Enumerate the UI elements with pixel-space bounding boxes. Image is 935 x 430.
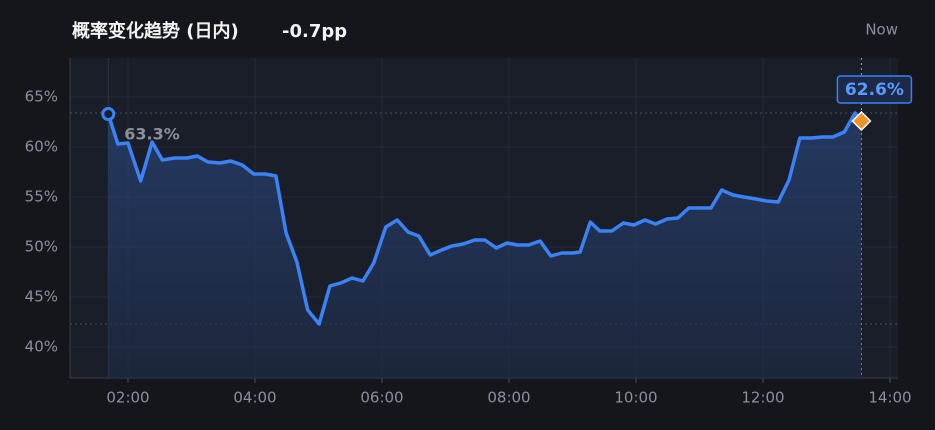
end-label: 62.6% xyxy=(845,80,904,100)
y-tick-label: 55% xyxy=(25,188,58,206)
now-label: Now xyxy=(865,21,898,39)
end-label-box xyxy=(836,75,913,104)
x-tick-label: 08:00 xyxy=(487,389,530,407)
y-tick-label: 50% xyxy=(25,238,58,256)
x-tick-label: 10:00 xyxy=(614,389,657,407)
start-point xyxy=(101,107,116,121)
change: -0.7pp xyxy=(282,21,347,42)
y-tick-label: 60% xyxy=(25,138,58,156)
x-tick-label: 06:00 xyxy=(360,389,403,407)
x-tick-label: 02:00 xyxy=(106,389,149,407)
line xyxy=(106,111,863,326)
x-tick-label: 14:00 xyxy=(868,389,911,407)
start-label: 63.3% xyxy=(124,125,180,144)
y-tick-label: 40% xyxy=(25,338,58,356)
area xyxy=(108,113,862,378)
chart-title: 概率变化趋势 (日内) xyxy=(72,20,239,42)
y-tick-label: 45% xyxy=(25,288,58,306)
x-tick-label: 12:00 xyxy=(741,389,784,407)
end-point xyxy=(851,110,872,132)
y-tick-label: 65% xyxy=(25,88,58,106)
x-tick-label: 04:00 xyxy=(233,389,276,407)
